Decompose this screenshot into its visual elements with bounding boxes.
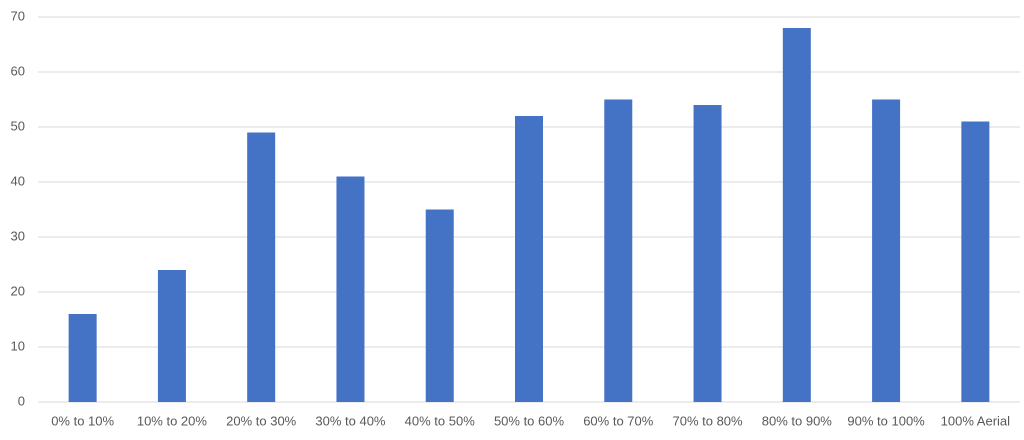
bar bbox=[782, 28, 811, 402]
x-tick-label: 70% to 80% bbox=[672, 413, 743, 428]
bar bbox=[336, 176, 365, 402]
bar bbox=[515, 116, 543, 402]
bar bbox=[68, 314, 97, 402]
y-tick-label: 40 bbox=[11, 173, 25, 188]
bar bbox=[604, 99, 633, 402]
y-tick-label: 10 bbox=[11, 338, 25, 353]
y-tick-label: 30 bbox=[11, 228, 25, 243]
x-tick-label: 40% to 50% bbox=[405, 413, 476, 428]
x-tick-label: 80% to 90% bbox=[762, 413, 833, 428]
bar bbox=[872, 99, 901, 402]
x-tick-label: 20% to 30% bbox=[226, 413, 297, 428]
y-tick-label: 20 bbox=[11, 283, 25, 298]
y-tick-label: 60 bbox=[11, 63, 25, 78]
y-tick-label: 70 bbox=[11, 8, 25, 23]
x-tick-label: 60% to 70% bbox=[583, 413, 654, 428]
bar bbox=[693, 105, 722, 402]
x-tick-label: 30% to 40% bbox=[315, 413, 386, 428]
x-tick-label: 10% to 20% bbox=[137, 413, 208, 428]
bar bbox=[425, 209, 454, 402]
x-tick-label: 90% to 100% bbox=[847, 413, 925, 428]
bar bbox=[961, 121, 990, 402]
bar bbox=[247, 132, 276, 402]
bar bbox=[157, 270, 186, 402]
x-tick-label: 50% to 60% bbox=[494, 413, 565, 428]
x-tick-label: 100% Aerial bbox=[941, 413, 1010, 428]
x-tick-label: 0% to 10% bbox=[51, 413, 114, 428]
y-tick-label: 0 bbox=[18, 393, 25, 408]
y-tick-label: 50 bbox=[11, 118, 25, 133]
